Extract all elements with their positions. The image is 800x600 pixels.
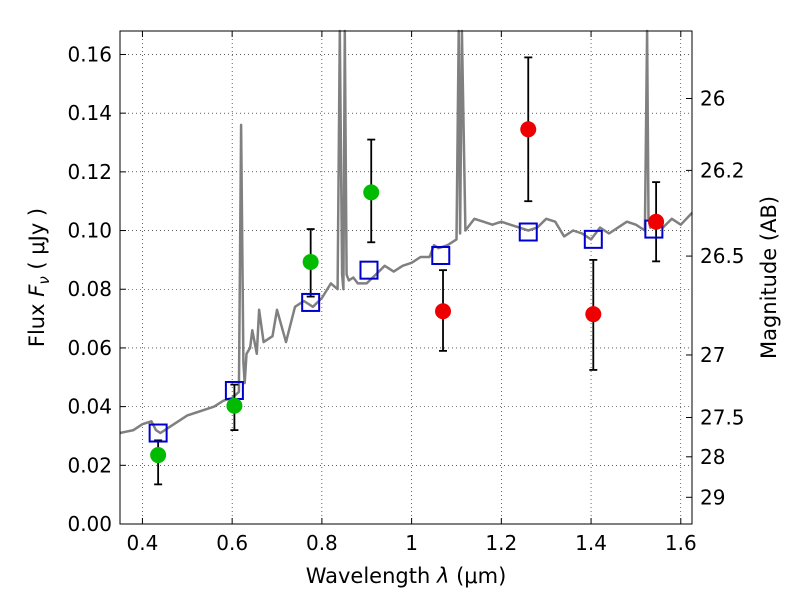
plot-frame <box>119 30 693 525</box>
circle-marker <box>363 184 380 201</box>
y2-tick-label: 28 <box>700 445 725 469</box>
y-tick-label: 0.16 <box>67 42 112 66</box>
circle-marker <box>585 306 602 323</box>
y-tick-label: 0.04 <box>67 395 112 419</box>
circle-marker <box>435 303 452 320</box>
right-axis-label: Magnitude (AB) <box>757 196 781 359</box>
circle-marker <box>520 121 537 138</box>
square-marker <box>301 292 321 312</box>
y2-tick-label: 26.2 <box>700 158 745 182</box>
y-tick-label: 0.06 <box>67 336 112 360</box>
x-tick-label: 1.2 <box>485 531 517 555</box>
x-axis-label: Wavelength λ (μm) <box>306 564 507 588</box>
y2-tick-label: 29 <box>700 485 725 509</box>
x-tick-label: 0.4 <box>127 531 159 555</box>
y-tick-label: 0.14 <box>67 101 112 125</box>
y-tick-label: 0.02 <box>67 453 112 477</box>
y-tick-label: 0.10 <box>67 219 112 243</box>
y2-tick-label: 27 <box>700 343 725 367</box>
y-tick-label: 0.12 <box>67 160 112 184</box>
circle-marker <box>150 447 167 464</box>
data-markers <box>148 121 665 464</box>
x-tick-label: 1.6 <box>665 531 697 555</box>
y2-tick-label: 27.5 <box>700 405 745 429</box>
square-marker <box>583 229 603 249</box>
circle-marker <box>302 253 319 270</box>
square-marker <box>359 260 379 280</box>
y2-tick-label: 26 <box>700 86 725 110</box>
circle-marker <box>648 213 665 230</box>
y-tick-label: 0.08 <box>67 277 112 301</box>
x-tick-label: 0.8 <box>306 531 338 555</box>
square-marker <box>148 423 168 443</box>
x-tick-label: 1 <box>405 531 418 555</box>
square-marker <box>431 245 451 265</box>
y-tick-label: 0.00 <box>67 512 112 536</box>
y-axis-label: Flux Fν ( μJy ) <box>25 208 53 347</box>
square-marker <box>518 222 538 242</box>
plot-area <box>120 31 692 524</box>
axis-ticks: 0.4 0.6 0.8 1 1.2 1.4 1.6 0.00 0.02 0.04 0.06 0.08 0… <box>67 31 745 555</box>
circle-marker <box>226 397 243 414</box>
x-tick-label: 1.4 <box>575 531 607 555</box>
x-tick-label: 0.6 <box>216 531 248 555</box>
y2-tick-label: 26.5 <box>700 244 745 268</box>
template-spectrum-line <box>119 29 693 435</box>
template-spectrum <box>119 29 693 435</box>
